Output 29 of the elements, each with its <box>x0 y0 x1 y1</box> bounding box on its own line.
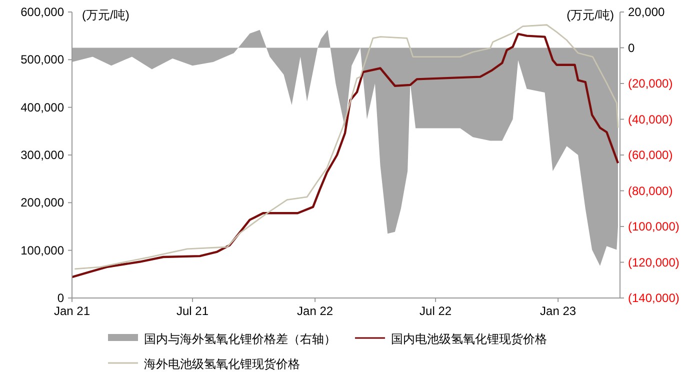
y2-tick-label: (120,000) <box>628 255 680 270</box>
x-tick-label: Jan 23 <box>540 304 576 318</box>
y2-tick-label: (60,000) <box>628 148 673 162</box>
y-tick-label: 400,000 <box>20 100 64 114</box>
legend-item: 国内与海外氢氧化锂价格差（右轴） <box>108 332 336 346</box>
y-tick-label: 300,000 <box>20 148 64 162</box>
y2-tick-label: (80,000) <box>628 184 673 198</box>
y-axis-title: (万元/吨) <box>82 8 130 22</box>
x-tick-label: Jul 22 <box>420 304 452 318</box>
y2-tick-label: (140,000) <box>628 291 680 305</box>
y-tick-label: 200,000 <box>20 196 64 210</box>
y2-tick-label: 0 <box>628 40 635 55</box>
y2-tick-label: 20,000 <box>628 5 666 19</box>
y2-tick-label: (40,000) <box>628 112 673 126</box>
legend-label: 国内电池级氢氧化锂现货价格 <box>391 332 547 346</box>
y2-tick-label: (100,000) <box>628 220 680 234</box>
y2-axis-title: (万元/吨) <box>566 8 614 22</box>
legend-label: 国内与海外氢氧化锂价格差（右轴） <box>144 332 336 346</box>
y-tick-label: 100,000 <box>20 243 64 258</box>
legend-label: 海外电池级氢氧化锂现货价格 <box>144 357 300 371</box>
x-tick-label: Jul 21 <box>176 304 209 318</box>
legend-item: 国内电池级氢氧化锂现货价格 <box>355 332 547 346</box>
y-tick-label: 500,000 <box>20 52 64 67</box>
legend-item: 海外电池级氢氧化锂现货价格 <box>108 357 300 371</box>
y2-tick-label: (20,000) <box>628 76 673 90</box>
x-tick-label: Jan 21 <box>54 304 90 318</box>
y-tick-label: 0 <box>57 291 64 305</box>
x-tick-label: Jan 22 <box>297 304 334 318</box>
y-tick-label: 600,000 <box>20 5 64 19</box>
